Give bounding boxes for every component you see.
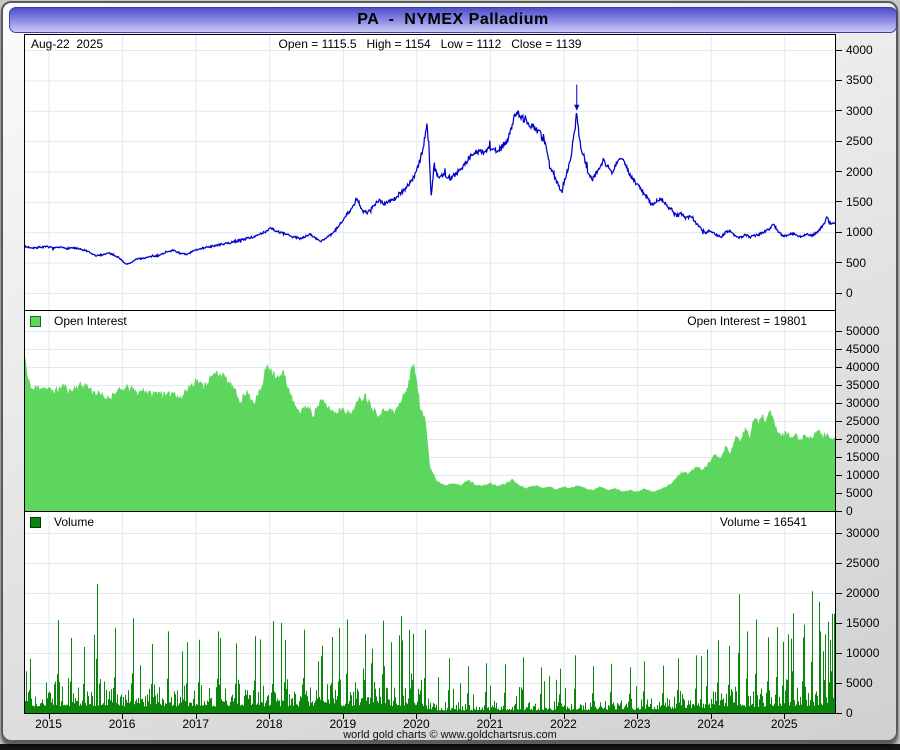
footer-credit: world gold charts © www.goldchartsrus.co… bbox=[343, 729, 557, 741]
price-plot bbox=[25, 35, 835, 310]
title-bar: PA - NYMEX Palladium bbox=[9, 7, 897, 33]
open-interest-legend-label: Open Interest bbox=[54, 314, 127, 328]
volume-legend-row: Volume Volume = 16541 bbox=[25, 514, 835, 530]
chart-frame bbox=[24, 34, 836, 714]
volume-current-value: Volume = 16541 bbox=[719, 515, 807, 529]
open-interest-plot bbox=[25, 310, 835, 511]
ohlc-summary-label: Open = 1115.5 High = 1154 Low = 1112 Clo… bbox=[278, 37, 582, 51]
volume-legend-label: Volume bbox=[54, 515, 95, 529]
open-interest-swatch-icon bbox=[30, 315, 41, 327]
window-bottom-shadow bbox=[0, 744, 900, 750]
open-interest-legend-row: Open Interest Open Interest = 19801 bbox=[25, 313, 835, 329]
session-date-label: Aug-22 2025 bbox=[31, 37, 104, 51]
window-title: PA - NYMEX Palladium bbox=[357, 11, 549, 28]
volume-swatch-icon bbox=[30, 516, 41, 528]
open-interest-current-value: Open Interest = 19801 bbox=[687, 314, 807, 328]
volume-plot bbox=[25, 511, 835, 713]
